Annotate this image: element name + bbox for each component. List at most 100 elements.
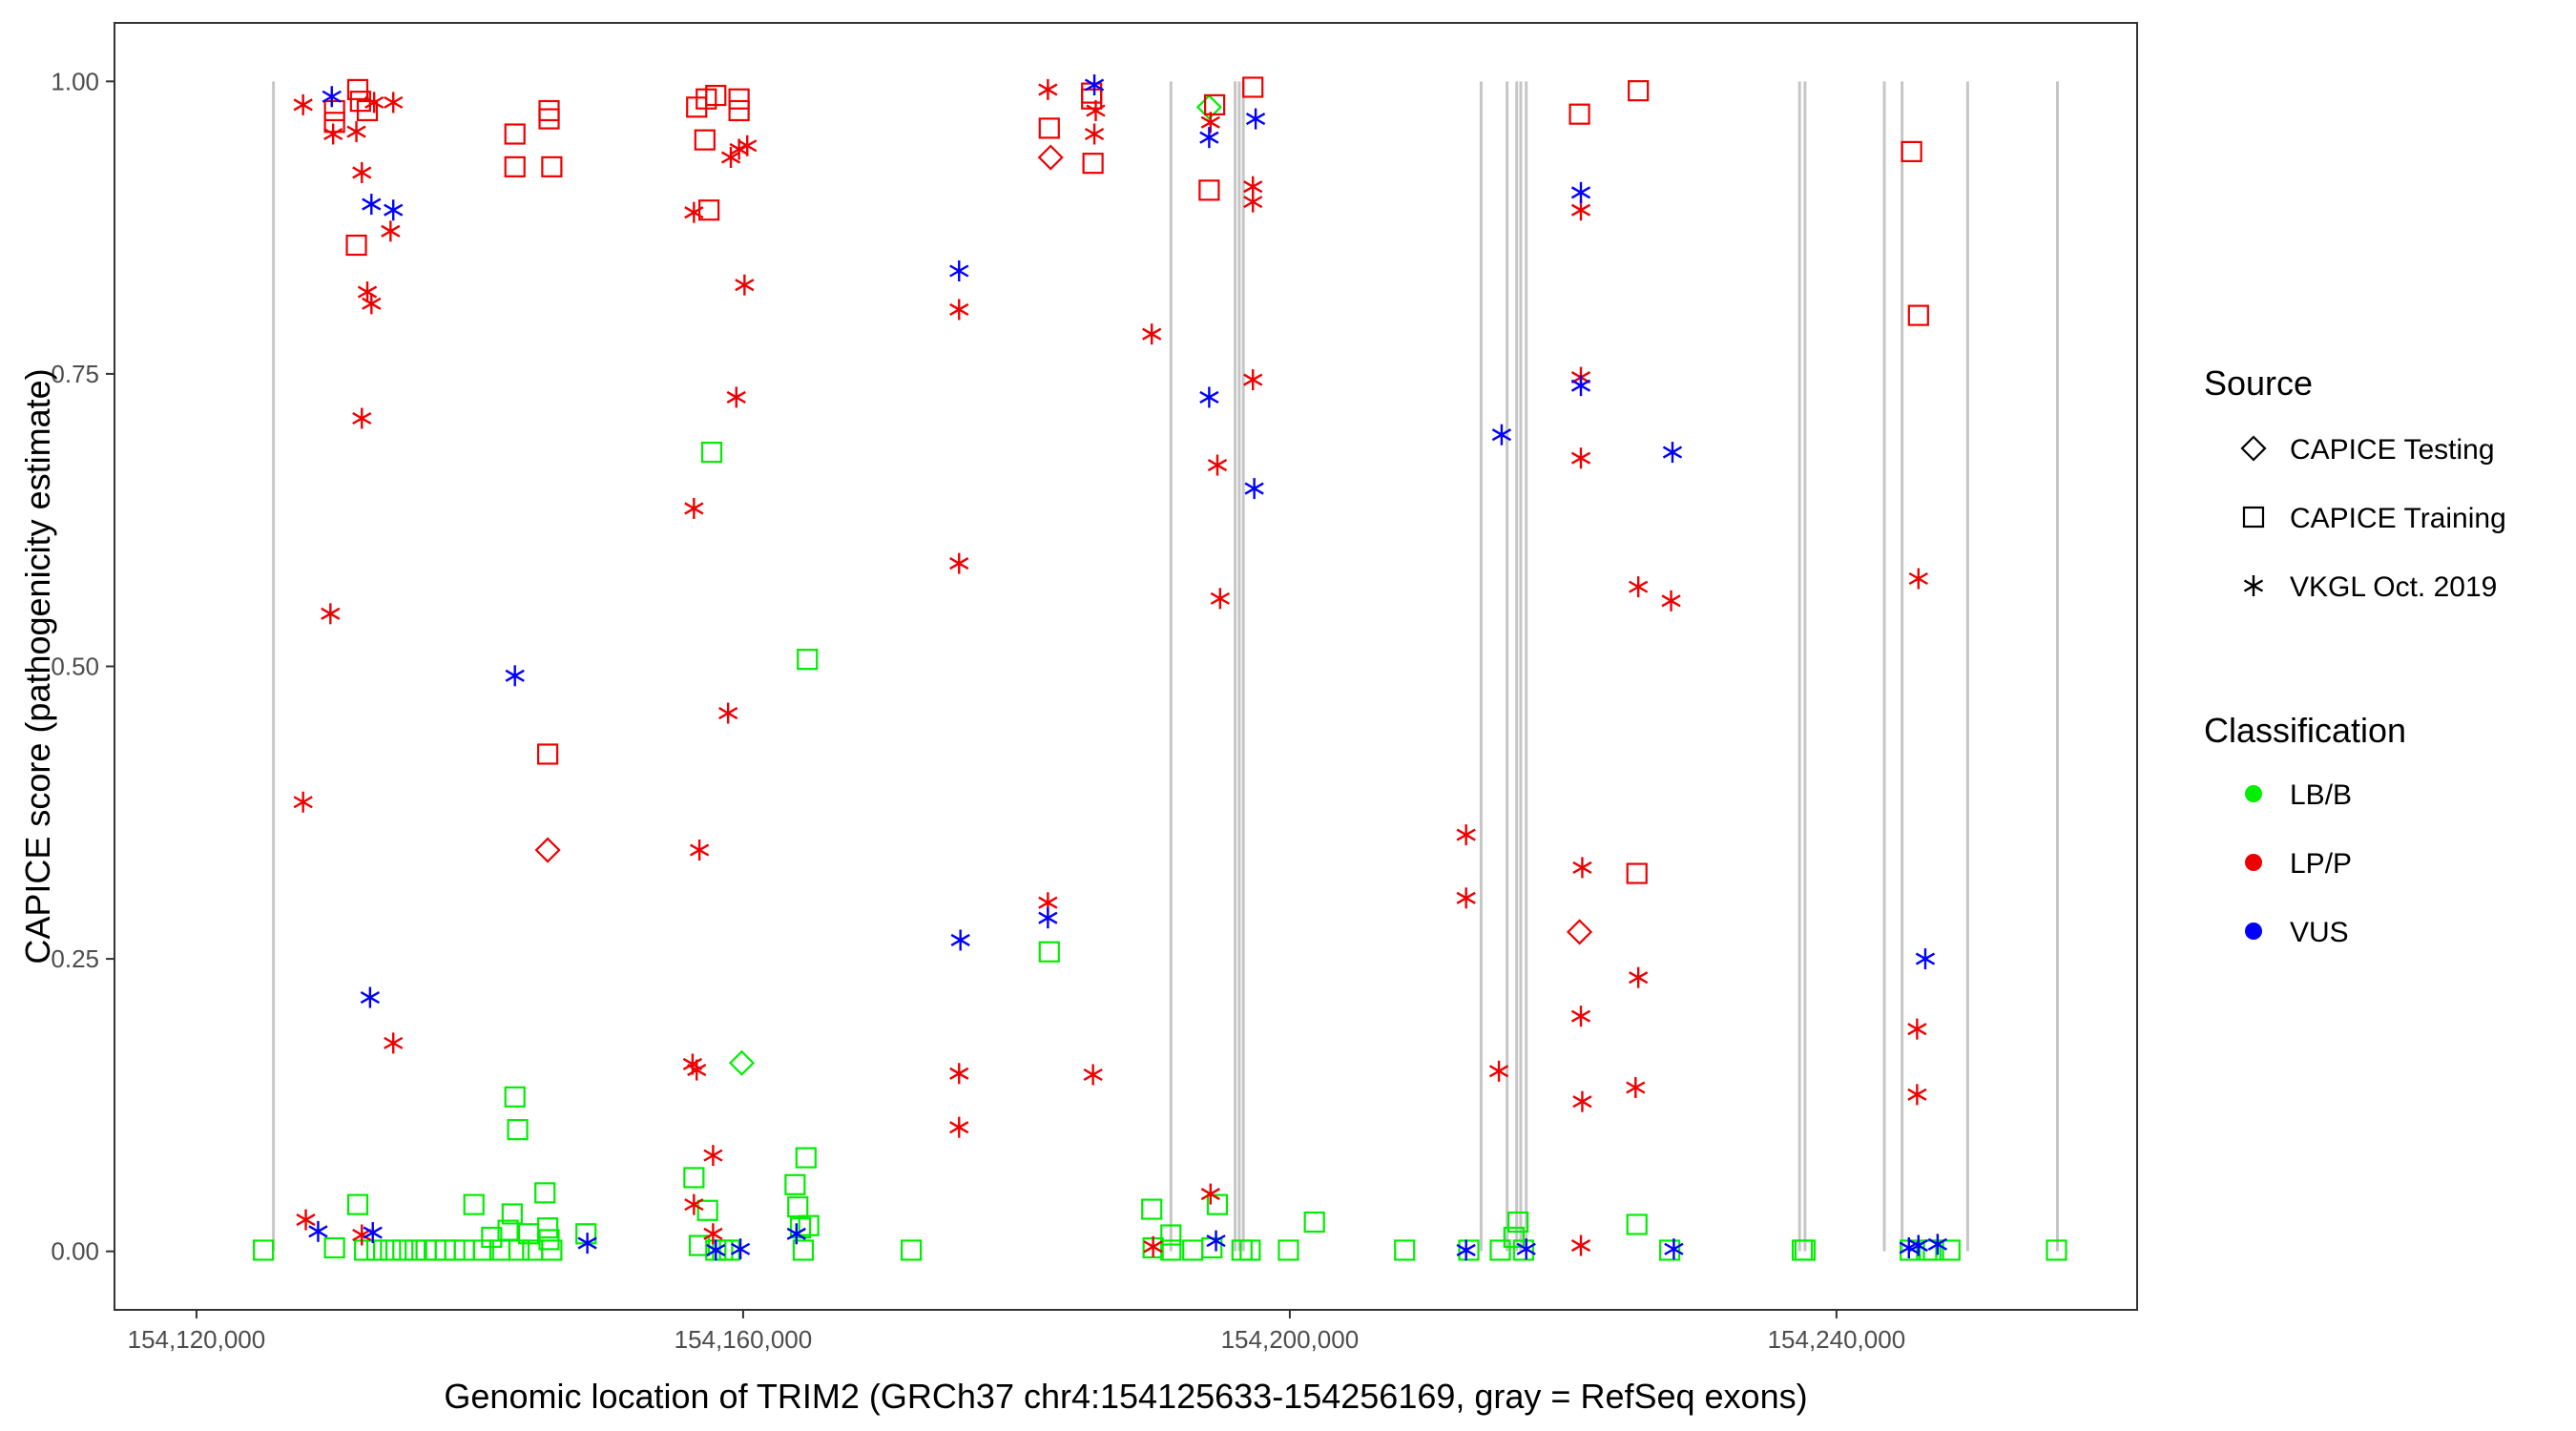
asterisk-point (950, 929, 970, 951)
square-point (345, 234, 367, 257)
square-point (507, 1119, 529, 1141)
square-point (253, 1239, 275, 1261)
asterisk-point (384, 199, 404, 221)
asterisk-point (1083, 1064, 1103, 1086)
x-tick-label: 154,200,000 (1221, 1325, 1360, 1354)
asterisk-point (1084, 73, 1105, 95)
square-point (536, 1217, 559, 1239)
square-point (1082, 153, 1104, 175)
asterisk-point (1491, 424, 1512, 446)
asterisk-point (1086, 99, 1106, 121)
diamond-point (1567, 919, 1593, 945)
square-point (797, 649, 819, 671)
asterisk-point (362, 194, 382, 216)
asterisk-point (949, 299, 969, 321)
square-point (728, 99, 750, 122)
asterisk-point (1207, 454, 1228, 476)
legend-key-color (2245, 785, 2262, 802)
asterisk-point (949, 1116, 969, 1138)
square-point (2046, 1239, 2067, 1261)
y-axis: 0.00 0.25 0.50 0.75 1.00 (51, 67, 114, 1266)
square-point (789, 1217, 812, 1239)
square-point (536, 743, 559, 765)
asterisk-point (1143, 1235, 1163, 1257)
asterisk-point (1199, 386, 1219, 408)
asterisk-point (577, 1233, 597, 1255)
asterisk-point (1038, 907, 1058, 929)
asterisk-point (726, 386, 746, 408)
y-tick-label: 0.75 (51, 360, 99, 388)
square-point (1394, 1239, 1416, 1261)
asterisk-point (1570, 181, 1591, 203)
diamond-point (534, 837, 561, 863)
asterisk-point (293, 791, 313, 813)
square-point (1901, 140, 1922, 162)
asterisk-point (786, 1223, 806, 1245)
square-point (504, 156, 526, 177)
square-point (354, 1239, 376, 1261)
x-axis-title: Genomic location of TRIM2 (GRCh37 chr4:1… (444, 1377, 1807, 1416)
square-point (1626, 862, 1648, 884)
asterisk-point (949, 259, 969, 281)
square-point (1626, 1213, 1648, 1235)
square-point (1278, 1239, 1299, 1261)
square-point (1303, 1211, 1325, 1234)
asterisk-point (1084, 123, 1105, 145)
asterisk-point (687, 1059, 707, 1081)
legend-classification-label: LP/P (2290, 848, 2352, 880)
square-point (365, 1239, 388, 1261)
square-point (323, 112, 345, 134)
diamond-point (728, 1049, 756, 1076)
asterisk-point (1038, 78, 1058, 100)
asterisk-point (703, 1145, 723, 1167)
asterisk-point (352, 1224, 372, 1246)
square-point (1038, 941, 1060, 963)
square-point (1038, 117, 1060, 139)
square-point (1939, 1239, 1961, 1261)
legend-key-color (2245, 854, 2262, 871)
square-point (1242, 76, 1264, 98)
asterisk-point (1200, 112, 1220, 134)
asterisk-point (703, 1223, 723, 1245)
square-point (534, 1182, 556, 1204)
asterisk-point (1200, 1183, 1220, 1205)
asterisk-point (1456, 887, 1476, 909)
asterisk-point (321, 603, 341, 625)
square-point (538, 108, 560, 130)
asterisk-point (1488, 1060, 1509, 1082)
asterisk-point (1907, 1084, 1927, 1106)
asterisk-point (1572, 857, 1592, 879)
asterisk-point (718, 702, 738, 724)
legend-source-items: CAPICE Testing CAPICE Training VKGL Oct. 2… (2240, 434, 2506, 603)
square-point (1922, 1239, 1944, 1261)
asterisk-point (1629, 576, 1649, 598)
asterisk-point (1456, 824, 1476, 846)
asterisk-point (1199, 127, 1219, 149)
asterisk-point (352, 161, 372, 183)
legend-source-title: Source (2204, 363, 2313, 403)
square-point (1198, 179, 1220, 201)
asterisk-point (1243, 369, 1263, 391)
square-point (1141, 1198, 1163, 1220)
legend-source-label: CAPICE Testing (2290, 434, 2495, 466)
x-tick-label: 154,240,000 (1768, 1325, 1906, 1354)
square-point (1204, 93, 1226, 115)
data-points (253, 73, 2067, 1261)
y-tick-label: 0.50 (51, 653, 99, 681)
x-tick-label: 154,160,000 (675, 1325, 813, 1354)
square-point (784, 1173, 806, 1195)
asterisk-point (1626, 1076, 1646, 1098)
legend-key-color (2245, 923, 2262, 940)
legend-source-label: VKGL Oct. 2019 (2290, 571, 2497, 603)
asterisk-point (1908, 1234, 1928, 1256)
asterisk-point (1927, 1234, 1947, 1255)
asterisk-point (384, 92, 404, 114)
square-point (356, 99, 379, 122)
square-point (1568, 103, 1590, 125)
square-point (901, 1239, 923, 1261)
square-point (541, 156, 563, 177)
asterisk-point (1244, 478, 1264, 500)
asterisk-point (357, 281, 378, 303)
y-tick-label: 1.00 (51, 67, 99, 95)
